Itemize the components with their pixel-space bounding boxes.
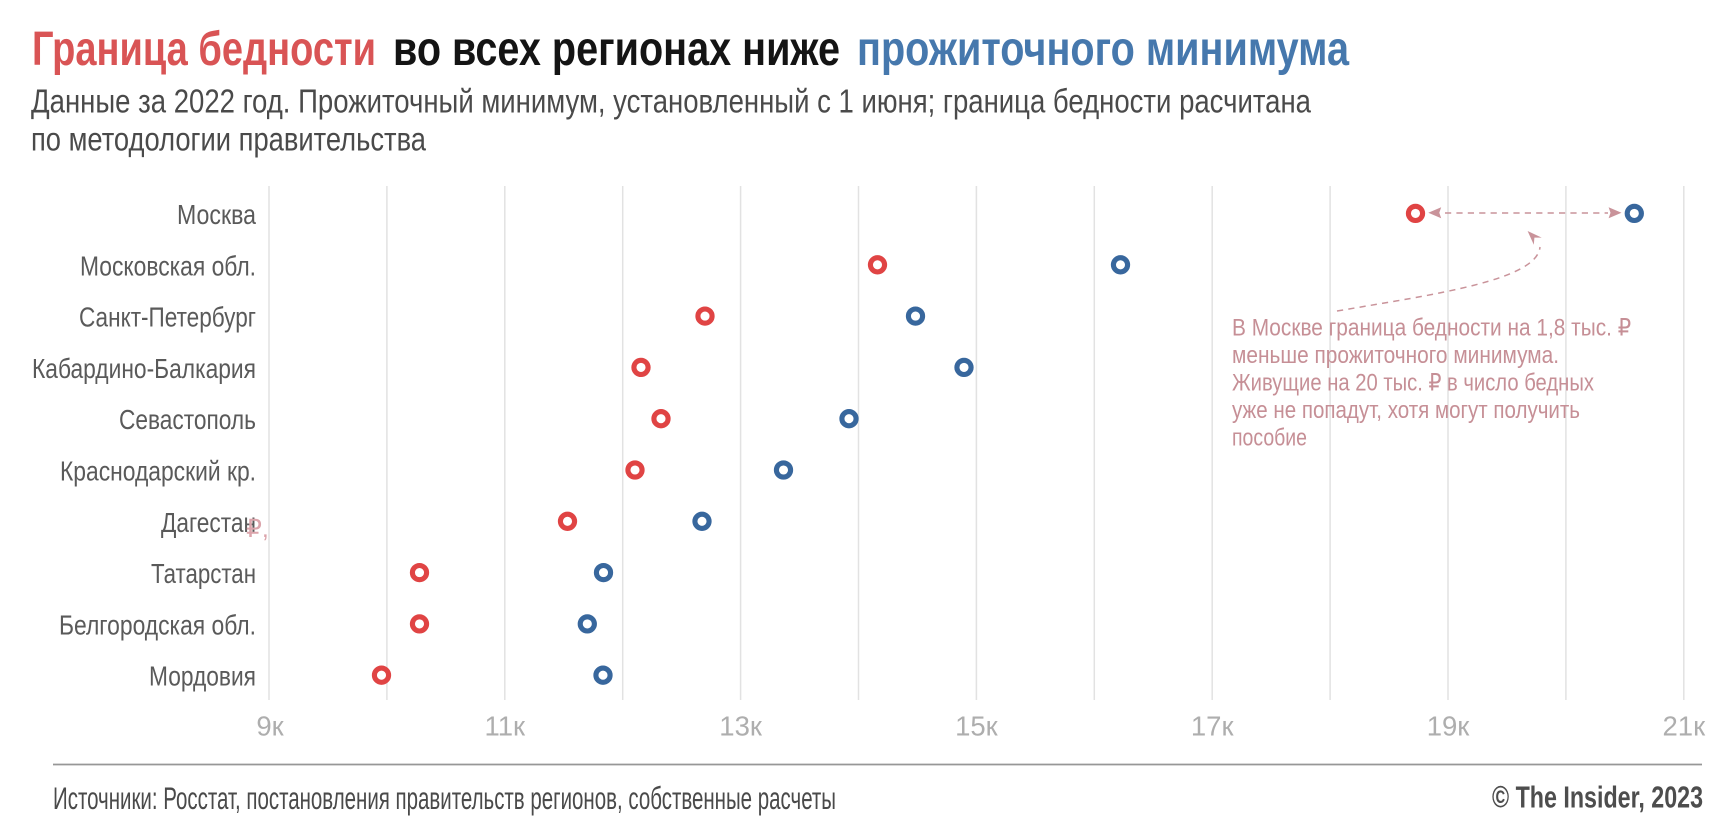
svg-text:21к: 21к bbox=[1662, 711, 1706, 742]
svg-text:19к: 19к bbox=[1427, 711, 1471, 742]
svg-text:15к: 15к bbox=[955, 711, 999, 742]
svg-text:пособие: пособие bbox=[1232, 425, 1307, 452]
svg-text:Дагестан: Дагестан bbox=[161, 507, 256, 538]
svg-text:17к: 17к bbox=[1191, 711, 1235, 742]
svg-text:Источники: Росстат, постановле: Источники: Росстат, постановления правит… bbox=[53, 780, 836, 816]
svg-text:Московская обл.: Московская обл. bbox=[80, 250, 256, 281]
svg-text:В Москве граница бедности на: В Москве граница бедности на 1,8 тыс. ₽ bbox=[1232, 315, 1631, 342]
svg-text:Граница бедности: Граница бедности bbox=[32, 23, 376, 76]
svg-text:Белгородская обл.: Белгородская обл. bbox=[59, 609, 256, 640]
svg-text:© The Insider, 2023: © The Insider, 2023 bbox=[1492, 781, 1703, 815]
svg-text:Севастополь: Севастополь bbox=[119, 404, 256, 435]
svg-text:Москва: Москва bbox=[177, 199, 257, 230]
svg-text:Кабардино-Балкария: Кабардино-Балкария bbox=[32, 353, 256, 384]
svg-text:Санкт-Петербург: Санкт-Петербург bbox=[79, 302, 256, 333]
svg-text:Живущие на 20 тыс. ₽ в число б: Живущие на 20 тыс. ₽ в число бедных bbox=[1232, 370, 1594, 397]
svg-text:Краснодарский кр.: Краснодарский кр. bbox=[60, 456, 256, 487]
svg-text:₽,: ₽, bbox=[246, 515, 269, 543]
svg-text:во всех регионах ниже: во всех регионах ниже bbox=[393, 23, 840, 76]
svg-text:13к: 13к bbox=[719, 711, 763, 742]
svg-text:Татарстан: Татарстан bbox=[151, 558, 256, 589]
svg-text:9к: 9к bbox=[256, 711, 284, 742]
svg-text:11к: 11к bbox=[485, 711, 527, 742]
svg-text:Мордовия: Мордовия bbox=[149, 661, 256, 692]
svg-text:меньше прожиточного минимума.: меньше прожиточного минимума. bbox=[1232, 342, 1559, 369]
svg-text:уже не попадут, хотя могут пол: уже не попадут, хотя могут получить bbox=[1232, 397, 1580, 424]
svg-text:Данные за 2022 год. Прожиточны: Данные за 2022 год. Прожиточный минимум,… bbox=[31, 83, 1312, 120]
svg-text:прожиточного минимума: прожиточного минимума bbox=[857, 23, 1349, 76]
svg-text:по методологии правительства: по методологии правительства bbox=[31, 120, 427, 157]
